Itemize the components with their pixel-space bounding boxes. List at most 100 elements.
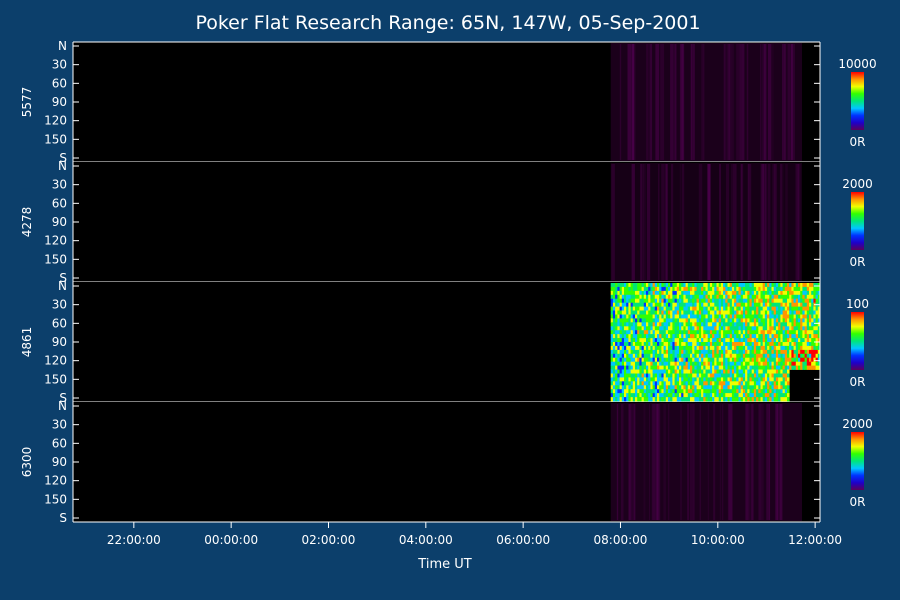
emission-cell [694, 334, 697, 339]
emission-cell [758, 330, 761, 335]
emission-cell [692, 389, 695, 394]
emission-cell [712, 334, 715, 339]
emission-cell [787, 283, 790, 288]
emission-cell [692, 373, 695, 378]
emission-cell [734, 389, 737, 394]
emission-cell [635, 349, 638, 355]
emission-cell [723, 283, 726, 288]
emission-cell [615, 286, 618, 292]
emission-cell [670, 290, 673, 296]
emission-cell [661, 345, 664, 351]
emission-cell [729, 294, 733, 300]
emission-cell [703, 373, 706, 378]
emission-cell [641, 353, 645, 359]
emission-cell [798, 365, 801, 370]
emission-cell [734, 369, 737, 374]
emission-cell [709, 349, 713, 355]
emission-cell [749, 334, 753, 339]
emission-cell [758, 385, 761, 390]
emission-cell [692, 385, 695, 390]
emission-cell [610, 286, 614, 292]
emission-cell [725, 310, 728, 315]
emission-cell [646, 330, 649, 335]
emission-cell [709, 342, 713, 347]
emission-cell [716, 302, 720, 307]
emission-cell [639, 357, 642, 362]
emission-streak [729, 404, 733, 520]
emission-cell [654, 342, 658, 347]
emission-cell [811, 290, 814, 296]
emission-cell [639, 322, 642, 327]
emission-cell [707, 306, 711, 311]
emission-cell [747, 330, 750, 335]
emission-cell [687, 389, 691, 394]
emission-cell [679, 381, 682, 386]
emission-cell [802, 298, 805, 303]
emission-cell [696, 369, 700, 374]
emission-cell [626, 357, 629, 362]
emission-streak [764, 164, 767, 280]
emission-cell [817, 298, 821, 303]
emission-cell [716, 361, 720, 366]
emission-cell [787, 326, 790, 331]
emission-cell [659, 361, 662, 366]
emission-cell [756, 349, 759, 355]
emission-cell [648, 397, 651, 402]
emission-cell [769, 361, 772, 366]
emission-cell [637, 342, 640, 347]
emission-cell [624, 361, 627, 366]
emission-cell [639, 290, 642, 296]
emission-cell [784, 326, 788, 331]
emission-cell [694, 393, 697, 398]
emission-cell [720, 373, 724, 378]
emission-cell [637, 397, 640, 402]
emission-cell [635, 397, 638, 402]
emission-cell [648, 306, 651, 311]
emission-cell [626, 381, 629, 386]
emission-cell [665, 306, 669, 311]
emission-cell [738, 302, 742, 307]
emission-cell [716, 349, 720, 355]
emission-cell [749, 290, 753, 296]
emission-cell [646, 310, 649, 315]
emission-cell [709, 334, 713, 339]
emission-cell [637, 322, 640, 327]
emission-cell [687, 314, 691, 319]
emission-cell [720, 361, 724, 366]
emission-cell [639, 330, 642, 335]
emission-cell [791, 290, 794, 296]
emission-cell [742, 361, 746, 366]
emission-cell [817, 361, 821, 366]
emission-cell [652, 294, 656, 300]
emission-cell [773, 369, 777, 374]
emission-cell [676, 302, 680, 307]
emission-streak [790, 44, 795, 160]
emission-streak [658, 164, 660, 280]
emission-cell [789, 334, 792, 339]
emission-streak [702, 44, 705, 160]
emission-cell [619, 334, 623, 339]
emission-streak [679, 44, 684, 160]
emission-cell [635, 310, 638, 315]
emission-cell [679, 310, 682, 315]
emission-cell [654, 365, 658, 370]
emission-cell [756, 361, 759, 366]
emission-cell [787, 338, 790, 343]
emission-cell [692, 302, 695, 307]
emission-cell [742, 334, 746, 339]
emission-cell [780, 385, 783, 390]
emission-cell [760, 397, 764, 402]
emission-cell [703, 365, 706, 370]
emission-cell [612, 361, 616, 366]
emission-cell [635, 286, 638, 292]
emission-cell [672, 290, 675, 296]
emission-cell [789, 294, 792, 300]
emission-cell [815, 326, 819, 331]
emission-cell [749, 342, 753, 347]
emission-cell [690, 310, 693, 315]
emission-cell [685, 322, 689, 327]
emission-cell [751, 298, 755, 303]
emission-streak [643, 164, 646, 280]
emission-cell [811, 342, 814, 347]
emission-cell [681, 365, 684, 370]
